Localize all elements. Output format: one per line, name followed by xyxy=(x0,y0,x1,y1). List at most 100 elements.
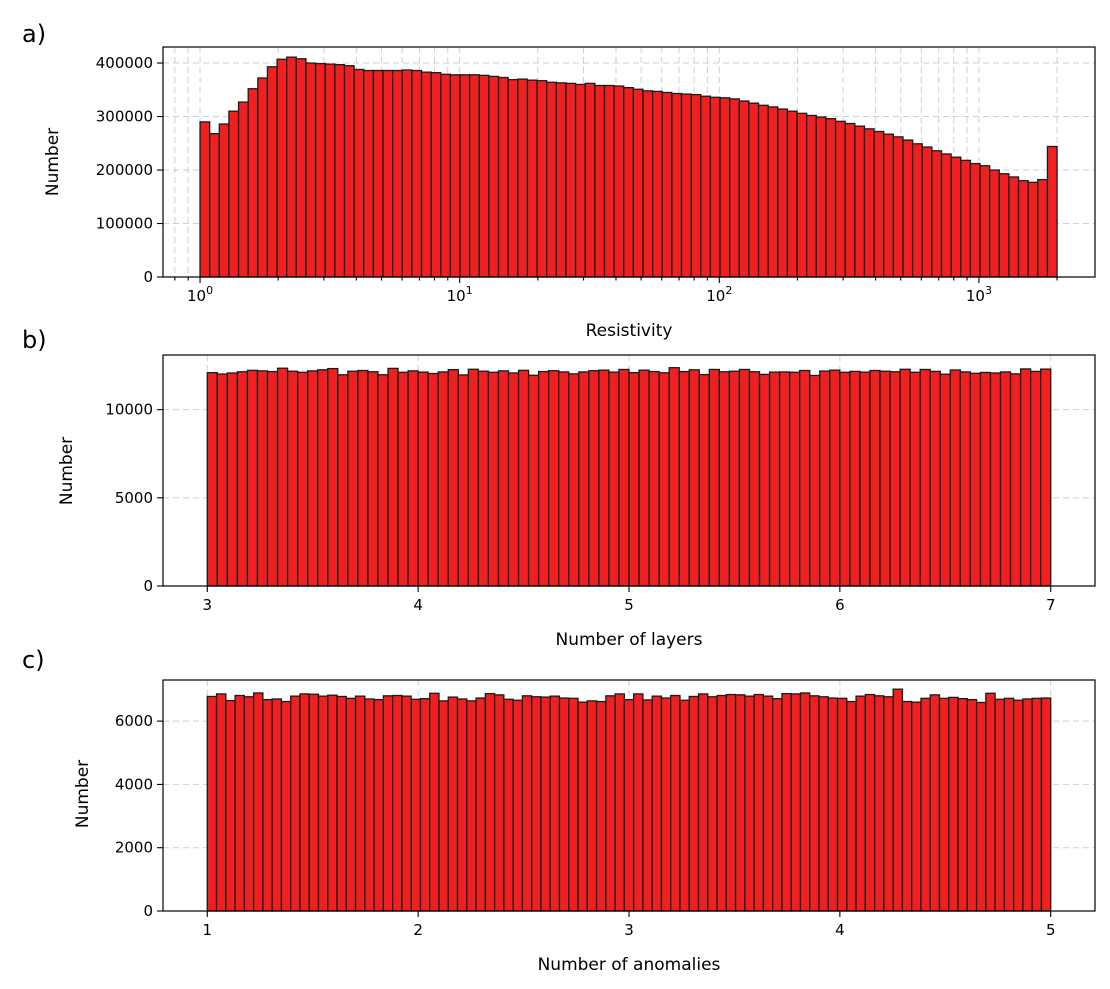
histogram-bar xyxy=(815,116,827,278)
histogram-bar xyxy=(234,694,246,912)
histogram-bar xyxy=(757,104,769,278)
histogram-bar xyxy=(762,695,774,912)
y-tick-label: 10000 xyxy=(105,401,153,419)
histogram-bar xyxy=(237,101,249,278)
histogram-bar xyxy=(469,74,480,278)
histogram-bar xyxy=(565,82,577,278)
histogram-bar xyxy=(999,371,1012,587)
histogram-bar xyxy=(960,159,972,278)
bars xyxy=(206,367,1052,587)
histogram-bar xyxy=(799,692,811,912)
histogram-bar xyxy=(849,370,861,587)
histogram-bar xyxy=(387,367,399,587)
histogram-bar xyxy=(892,688,904,912)
histogram-bar xyxy=(467,368,480,587)
histogram-bar xyxy=(708,368,721,587)
histogram-bar xyxy=(417,371,429,587)
histogram-bar xyxy=(680,93,692,278)
histogram-bar xyxy=(839,371,851,587)
histogram-bar xyxy=(985,692,996,912)
y-axis-label-number-a: Number xyxy=(43,128,63,196)
histogram-bar xyxy=(668,367,680,587)
histogram-bar xyxy=(949,369,962,587)
histogram-bar xyxy=(700,95,712,278)
histogram-bar xyxy=(718,371,731,587)
histogram-bar xyxy=(725,693,737,912)
y-tick-label: 100000 xyxy=(96,215,153,233)
histogram-bar xyxy=(979,165,991,278)
histogram-bar xyxy=(892,136,904,278)
histogram-bar xyxy=(651,90,663,278)
histogram-bar xyxy=(707,696,718,912)
histogram-bar xyxy=(869,369,881,587)
histogram-bar xyxy=(873,130,885,278)
histogram-bar xyxy=(578,371,590,587)
histogram-bar xyxy=(789,371,801,587)
histogram-bar xyxy=(266,370,279,587)
histogram-bar xyxy=(1022,698,1033,912)
histogram-bar xyxy=(690,93,702,278)
histogram-bar xyxy=(806,114,817,278)
histogram-bar xyxy=(410,698,422,912)
histogram-bar xyxy=(719,97,731,278)
y-tick-label: 200000 xyxy=(96,161,153,179)
histogram-bar xyxy=(307,370,319,587)
histogram-bar xyxy=(295,58,307,278)
histogram-bar xyxy=(447,368,459,587)
histogram-bar xyxy=(753,693,765,912)
histogram-bar xyxy=(698,373,710,587)
y-tick-label: 4000 xyxy=(115,775,153,793)
histogram-bar xyxy=(921,146,933,278)
histogram-bar xyxy=(818,696,829,912)
histogram-bar xyxy=(280,700,292,912)
histogram-bar xyxy=(487,371,500,587)
y-tick-label: 5000 xyxy=(115,489,153,507)
histogram-bar xyxy=(347,370,359,587)
histogram-bar xyxy=(568,373,580,587)
histogram-bar xyxy=(327,694,338,912)
histogram-bar xyxy=(1008,176,1020,278)
panel-label-b: b) xyxy=(22,326,47,354)
histogram-bar xyxy=(632,88,644,278)
histogram-bar xyxy=(939,373,951,587)
histogram-bar xyxy=(364,698,375,912)
y-tick-label: 400000 xyxy=(96,54,153,72)
x-tick-label: 100 xyxy=(187,284,213,305)
histogram-bar xyxy=(456,698,468,912)
histogram-bar xyxy=(989,372,1002,587)
histogram-bar xyxy=(345,697,357,912)
histogram-bar xyxy=(748,102,760,278)
histogram-bar xyxy=(948,696,959,912)
histogram-bar xyxy=(314,62,326,278)
histogram-bar xyxy=(215,693,227,912)
histogram-bar xyxy=(661,91,673,278)
x-tick-label: 5 xyxy=(624,596,634,614)
histogram-bar xyxy=(372,69,384,278)
histogram-bar xyxy=(938,697,950,912)
histogram-bar xyxy=(738,100,750,278)
histogram-bar xyxy=(796,112,808,278)
histogram-bar xyxy=(317,369,329,587)
histogram-bar xyxy=(447,696,459,912)
histogram-bar xyxy=(391,69,403,278)
histogram-bar xyxy=(911,143,923,278)
histogram-bar xyxy=(790,693,802,912)
histogram-bar xyxy=(671,92,683,278)
histogram-bar xyxy=(503,698,514,912)
histogram-bar xyxy=(493,694,505,912)
histogram-bar xyxy=(998,173,1010,278)
x-tick-label: 102 xyxy=(706,284,732,305)
histogram-bar xyxy=(642,90,654,278)
histogram-bar xyxy=(497,76,509,278)
histogram-bar xyxy=(605,695,616,912)
histogram-bar xyxy=(271,698,283,912)
histogram-bar xyxy=(697,693,709,912)
histogram-bar xyxy=(883,696,894,912)
histogram-bar xyxy=(308,693,320,912)
histogram-bar xyxy=(420,71,432,278)
histogram-bar xyxy=(1031,697,1043,912)
histogram-bar xyxy=(781,692,792,912)
histogram-layers: b) Number of layers Number 0 5000 10000 3 4 5… xyxy=(22,326,1096,650)
histogram-bar xyxy=(777,108,789,278)
